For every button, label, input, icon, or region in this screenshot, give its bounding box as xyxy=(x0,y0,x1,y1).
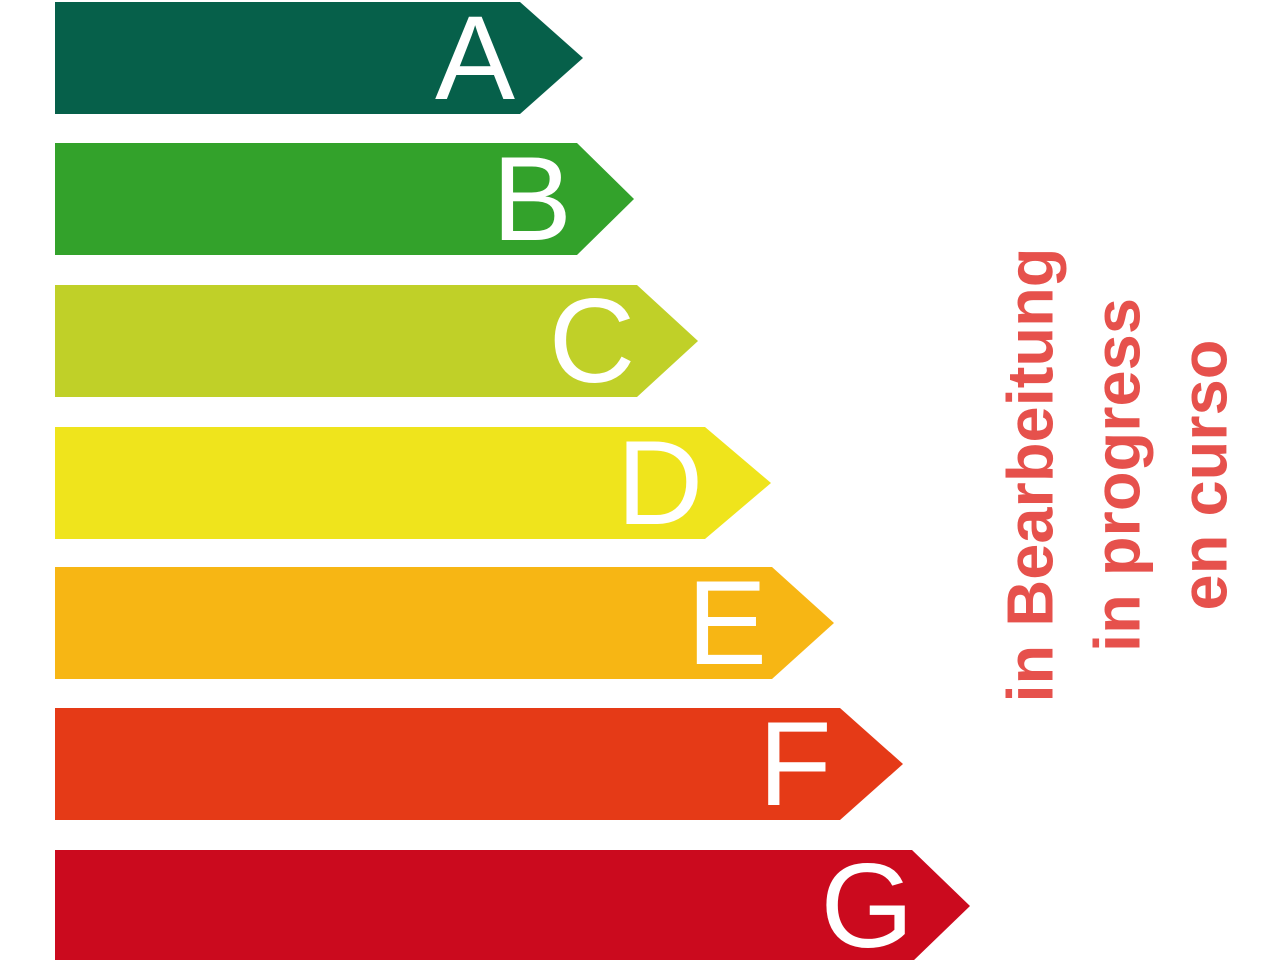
energy-arrow-b xyxy=(55,143,634,255)
energy-arrow-e xyxy=(55,567,834,679)
energy-letter-f: F xyxy=(758,697,831,831)
energy-arrow-c xyxy=(55,285,698,397)
energy-arrow-d xyxy=(55,427,771,539)
energy-letter-e: E xyxy=(687,556,767,690)
energy-letter-g: G xyxy=(820,839,913,960)
energy-arrow-f xyxy=(55,708,903,820)
energy-arrow-g xyxy=(55,850,970,960)
energy-letter-b: B xyxy=(492,132,572,266)
energy-letter-d: D xyxy=(617,416,704,550)
status-text-block: in Bearbeitung in progress en curso xyxy=(987,247,1248,702)
energy-letter-a: A xyxy=(435,0,515,125)
status-line-german: in Bearbeitung xyxy=(993,247,1067,703)
status-line-spanish: en curso xyxy=(1167,339,1241,611)
energy-letter-c: C xyxy=(549,274,636,408)
energy-arrow-a xyxy=(55,2,583,114)
status-line-english: in progress xyxy=(1080,298,1154,652)
